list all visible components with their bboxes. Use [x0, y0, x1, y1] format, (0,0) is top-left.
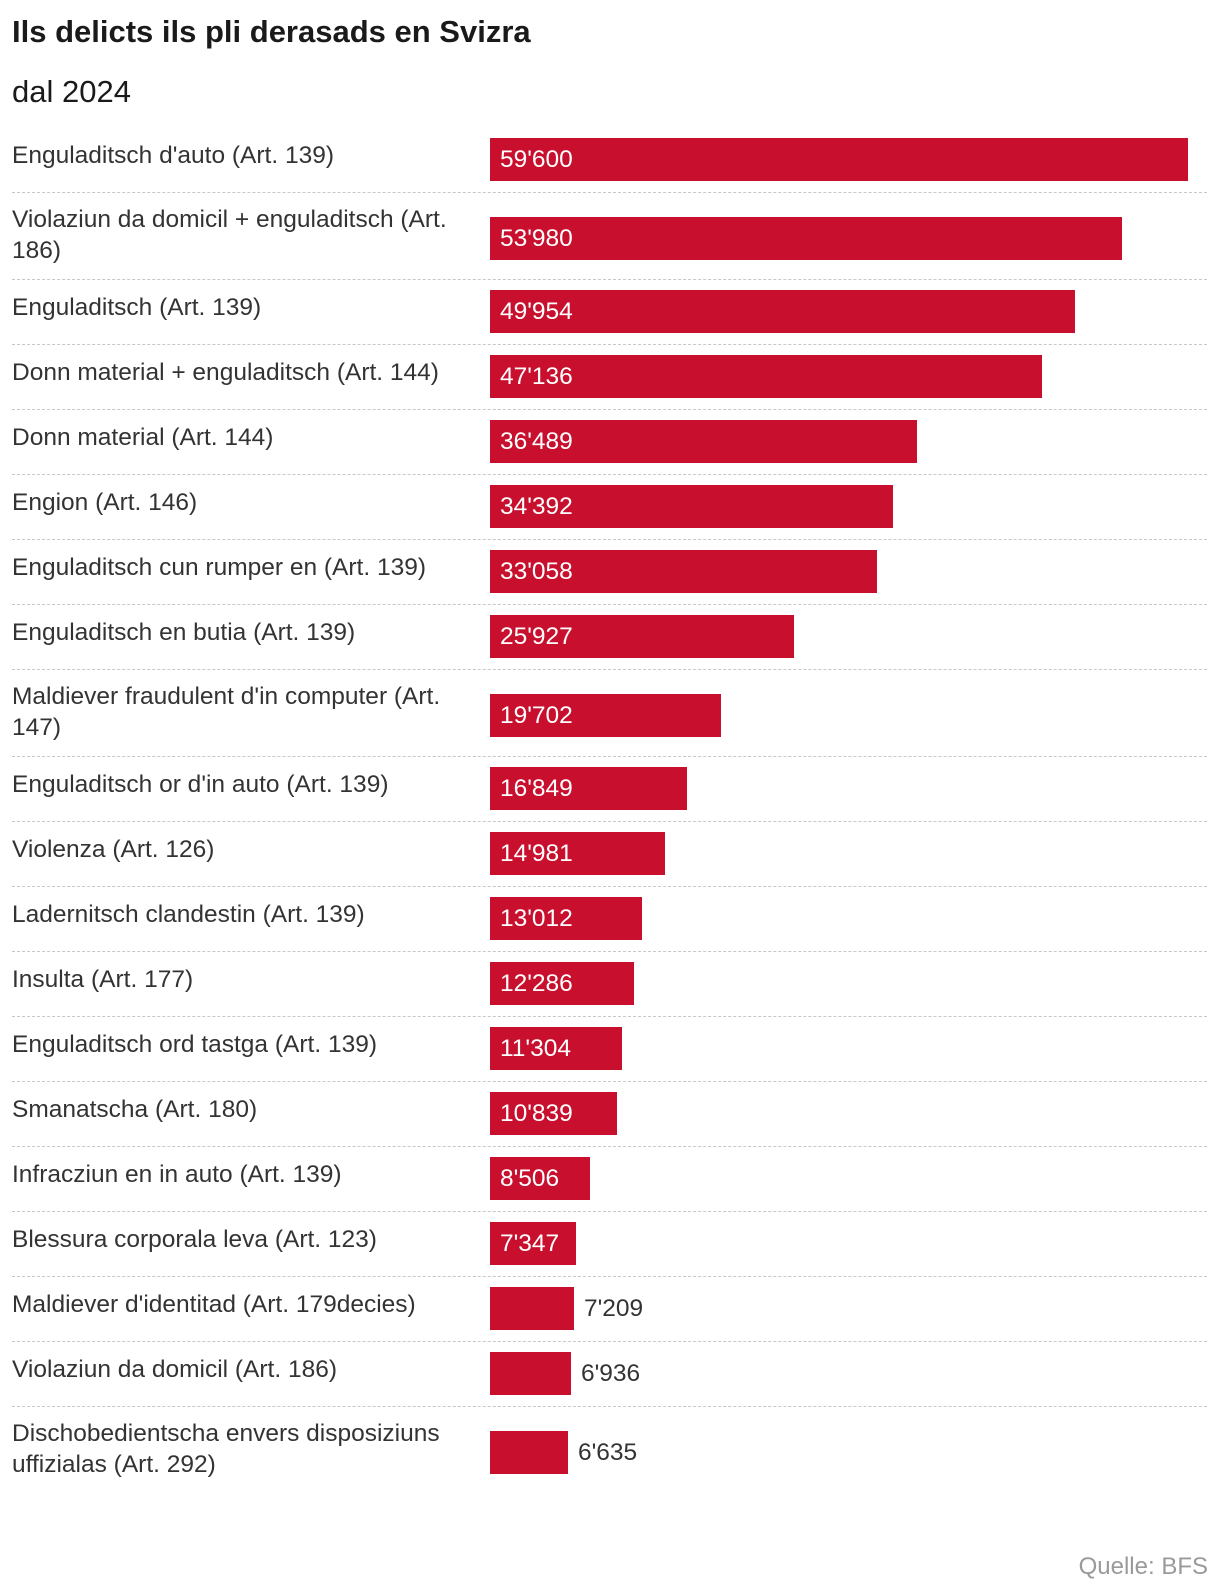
- category-label: Violenza (Art. 126): [12, 836, 215, 863]
- row-separator: [12, 821, 1207, 822]
- bar-value-label: 6'936: [581, 1360, 641, 1387]
- bar: [490, 290, 1075, 333]
- bar-value-label: 53'980: [500, 225, 573, 252]
- row-separator: [12, 951, 1207, 952]
- bar: [490, 897, 642, 940]
- row-separator: [12, 1211, 1207, 1212]
- bar-value-label: 6'635: [578, 1439, 638, 1466]
- category-label: Enguladitsch ord tastga (Art. 139): [12, 1031, 377, 1058]
- row-separator: [12, 409, 1207, 410]
- category-label: Engion (Art. 146): [12, 489, 198, 516]
- bar: [490, 694, 721, 737]
- category-label: Enguladitsch (Art. 139): [12, 294, 262, 321]
- bar-value-label: 10'839: [500, 1100, 573, 1127]
- category-label: Donn material (Art. 144): [12, 424, 274, 451]
- bar-value-label: 14'981: [500, 840, 573, 867]
- category-label: Maldiever fraudulent d'in computer (Art.…: [12, 683, 441, 741]
- bar-value-label: 49'954: [500, 298, 573, 325]
- bar-value-label: 7'209: [584, 1295, 644, 1322]
- bar: [490, 767, 687, 810]
- bar: [490, 217, 1122, 260]
- bar: [490, 1092, 617, 1135]
- row-separator: [12, 669, 1207, 670]
- category-label: Enguladitsch d'auto (Art. 139): [12, 142, 335, 169]
- row-separator: [12, 1081, 1207, 1082]
- bar: [490, 1157, 590, 1200]
- bar: [490, 832, 665, 875]
- chart-title: Ils delicts ils pli derasads en Svizra: [12, 14, 531, 49]
- row-separator: [12, 604, 1207, 605]
- category-label: Enguladitsch or d'in auto (Art. 139): [12, 771, 389, 798]
- category-label: Blessura corporala leva (Art. 123): [12, 1226, 377, 1253]
- bar-value-label: 12'286: [500, 970, 573, 997]
- category-label: Dischobedientscha envers disposiziuns uf…: [12, 1420, 440, 1478]
- bar-value-label: 47'136: [500, 363, 573, 390]
- category-label: Maldiever d'identitad (Art. 179decies): [12, 1291, 416, 1318]
- category-label: Enguladitsch en butia (Art. 139): [12, 619, 356, 646]
- category-label: Violaziun da domicil (Art. 186): [12, 1356, 338, 1383]
- bar-value-label: 33'058: [500, 558, 573, 585]
- row-separator: [12, 1341, 1207, 1342]
- row-separator: [12, 279, 1207, 280]
- bar-value-label: 34'392: [500, 493, 573, 520]
- bar-value-label: 59'600: [500, 146, 573, 173]
- bar-value-label: 8'506: [500, 1165, 560, 1192]
- row-separator: [12, 192, 1207, 193]
- source-note: Quelle: BFS: [1078, 1553, 1208, 1580]
- chart-subtitle: dal 2024: [12, 74, 131, 109]
- bar: [490, 485, 893, 528]
- bar: [490, 1352, 571, 1395]
- bar: [490, 1222, 576, 1265]
- row-separator: [12, 344, 1207, 345]
- bar-value-label: 7'347: [500, 1230, 560, 1257]
- bar-value-label: 36'489: [500, 428, 573, 455]
- bar: [490, 138, 1188, 181]
- bar: [490, 1431, 568, 1474]
- row-separator: [12, 474, 1207, 475]
- category-label: Smanatscha (Art. 180): [12, 1096, 258, 1123]
- category-label: Ladernitsch clandestin (Art. 139): [12, 901, 365, 928]
- category-label: Donn material + enguladitsch (Art. 144): [12, 359, 439, 386]
- bar: [490, 355, 1042, 398]
- bar: [490, 962, 634, 1005]
- category-label: Violaziun da domicil + enguladitsch (Art…: [12, 206, 447, 264]
- bar-value-label: 25'927: [500, 623, 573, 650]
- bar-value-label: 13'012: [500, 905, 573, 932]
- row-separator: [12, 886, 1207, 887]
- row-separator: [12, 1016, 1207, 1017]
- row-separator: [12, 1146, 1207, 1147]
- category-label: Insulta (Art. 177): [12, 966, 194, 993]
- row-separator: [12, 1406, 1207, 1407]
- category-label: Enguladitsch cun rumper en (Art. 139): [12, 554, 426, 581]
- row-separator: [12, 539, 1207, 540]
- bar: [490, 420, 917, 463]
- bar-value-label: 16'849: [500, 775, 573, 802]
- bar-value-label: 19'702: [500, 702, 573, 729]
- bar: [490, 550, 877, 593]
- bar: [490, 1027, 622, 1070]
- bar: [490, 615, 794, 658]
- row-separator: [12, 756, 1207, 757]
- bar: [490, 1287, 574, 1330]
- row-separator: [12, 1276, 1207, 1277]
- bar-value-label: 11'304: [500, 1035, 571, 1062]
- category-label: Infracziun en in auto (Art. 139): [12, 1161, 342, 1188]
